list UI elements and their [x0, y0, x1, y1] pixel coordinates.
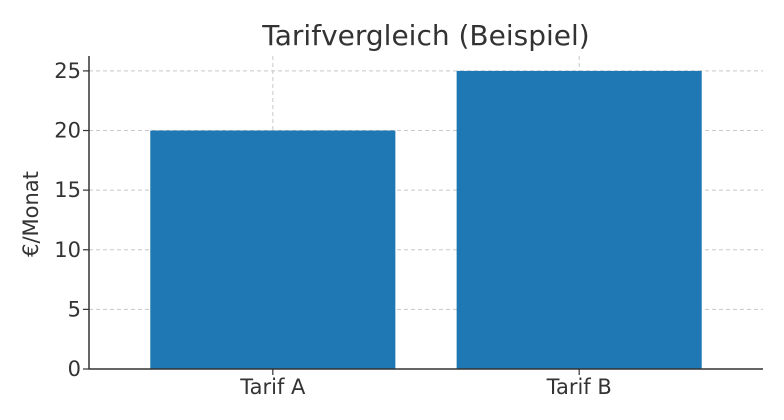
y-tick-label: 25: [54, 59, 81, 83]
bar-2: [456, 70, 702, 370]
x-tick-label: Tarif B: [546, 375, 612, 399]
bars: [150, 70, 702, 370]
y-tick-label: 10: [54, 238, 81, 262]
axes: [83, 56, 763, 375]
chart-title: Tarifvergleich (Beispiel): [261, 19, 589, 52]
x-tick-label: Tarif A: [239, 375, 306, 399]
y-axis-label: €/Monat: [19, 171, 43, 257]
y-tick-label: 15: [54, 178, 81, 202]
y-tick-label: 5: [68, 297, 81, 321]
bar-1: [150, 130, 396, 369]
y-tick-label: 20: [54, 119, 81, 143]
tick-labels: 0 5 10 15 20 25 Tarif A Tarif B: [54, 59, 612, 399]
y-tick-label: 0: [68, 357, 81, 381]
